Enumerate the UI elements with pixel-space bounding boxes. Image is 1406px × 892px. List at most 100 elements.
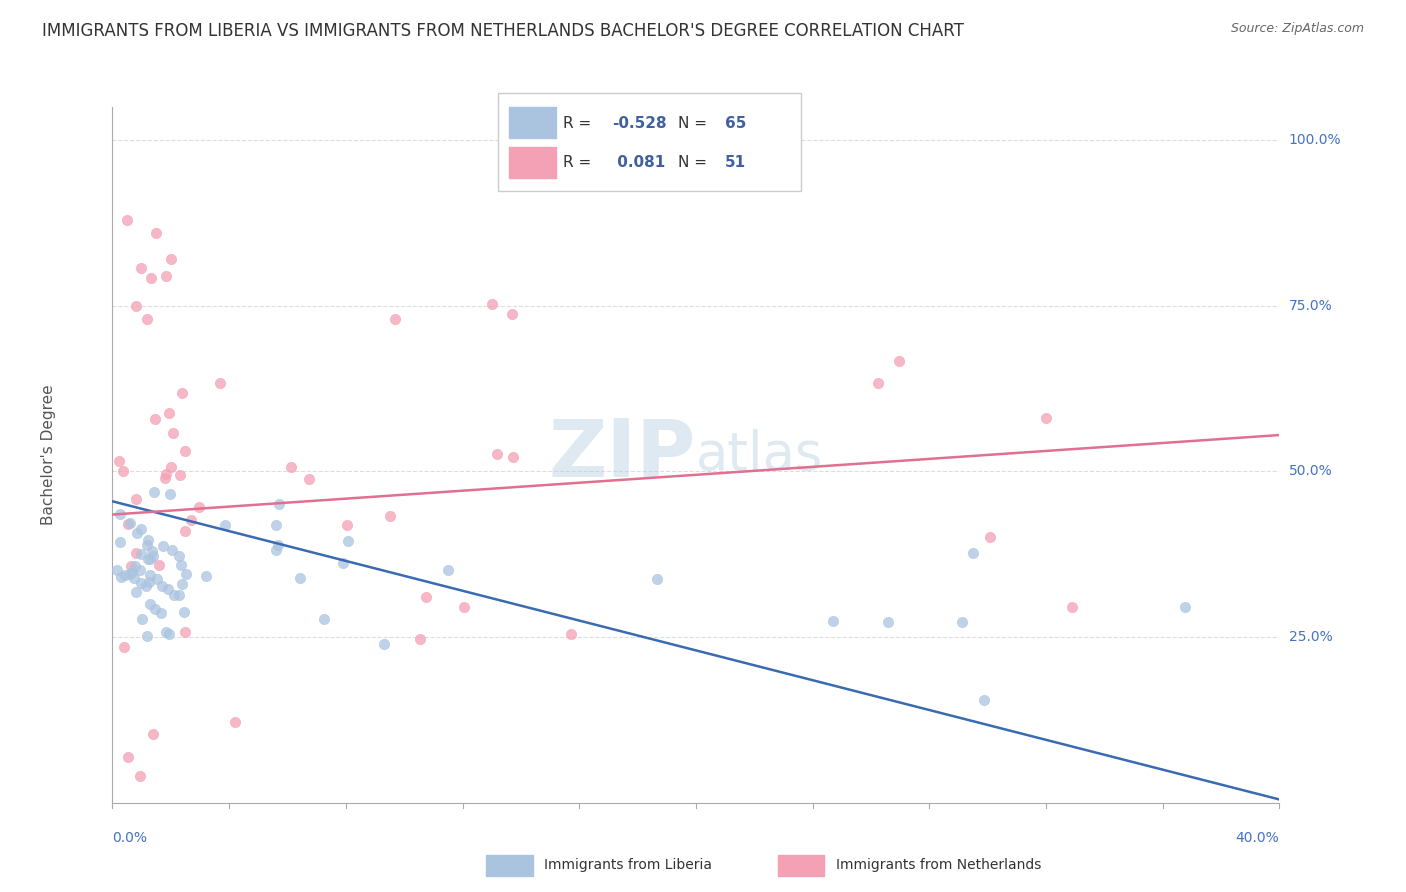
Point [415,591,437,605]
Text: atlas: atlas [696,429,824,481]
Point [108,507,131,521]
Point [139,597,162,611]
Point [145,226,167,240]
Point [150,607,173,621]
Point [110,535,132,549]
Point [280,459,302,474]
Text: 40.0%: 40.0% [1236,830,1279,845]
Point [121,565,143,579]
Point [169,558,191,572]
Text: IMMIGRANTS FROM LIBERIA VS IMMIGRANTS FROM NETHERLANDS BACHELOR'S DEGREE CORRELA: IMMIGRANTS FROM LIBERIA VS IMMIGRANTS FR… [42,22,965,40]
Point [136,551,159,566]
Text: -0.528: -0.528 [612,116,666,130]
Point [115,212,138,227]
Point [112,640,135,655]
Point [110,570,132,584]
Point [267,497,290,511]
Point [148,558,170,573]
Point [409,632,432,646]
Text: 0.0%: 0.0% [112,830,148,845]
Point [141,271,163,285]
FancyBboxPatch shape [509,146,555,178]
Point [114,568,136,582]
Point [167,549,190,564]
Point [1035,411,1057,425]
Point [160,252,183,267]
Point [314,612,336,626]
Point [128,769,150,783]
Point [173,605,195,619]
Point [866,376,889,391]
Point [950,615,973,629]
Point [136,533,159,547]
Point [155,624,177,639]
Text: Immigrants from Liberia: Immigrants from Liberia [544,858,713,872]
Point [156,582,179,597]
Point [150,579,173,593]
Point [145,602,167,616]
Point [224,714,246,729]
Point [373,637,395,651]
Point [973,693,995,707]
Point [481,296,503,310]
Point [174,524,197,538]
Point [142,549,165,564]
Point [159,487,181,501]
Point [142,727,165,741]
Point [120,516,142,531]
Point [124,585,146,599]
Point [645,573,668,587]
Point [122,571,145,585]
Text: ZIP: ZIP [548,416,696,494]
Point [502,450,524,465]
Point [143,411,166,425]
Point [157,406,180,420]
Point [136,312,159,326]
Point [155,268,177,283]
Point [267,538,290,552]
Point [131,547,153,561]
FancyBboxPatch shape [498,93,801,191]
Point [141,544,163,558]
Text: Source: ZipAtlas.com: Source: ZipAtlas.com [1230,22,1364,36]
Point [188,500,211,514]
Point [131,612,153,626]
Text: N =: N = [679,116,707,130]
Text: N =: N = [679,155,707,170]
Point [378,509,401,524]
Point [135,579,157,593]
Point [127,526,149,541]
Point [889,354,911,368]
Text: 50.0%: 50.0% [1289,465,1333,478]
Point [142,485,165,500]
Point [485,447,508,461]
Point [180,513,202,527]
Point [131,260,153,275]
FancyBboxPatch shape [509,107,555,138]
Point [129,576,152,591]
Point [112,464,135,478]
Point [138,574,160,589]
Point [129,563,152,577]
Point [336,518,359,533]
Point [139,551,162,566]
Point [877,615,900,630]
Point [162,425,184,440]
Point [117,750,139,764]
Point [298,472,321,486]
Point [170,576,193,591]
FancyBboxPatch shape [778,855,824,876]
Point [453,599,475,614]
Point [124,558,146,573]
Point [194,569,217,583]
Point [167,588,190,602]
Text: 51: 51 [725,155,747,170]
Point [979,530,1001,544]
Text: 0.081: 0.081 [612,155,665,170]
Text: 65: 65 [725,116,747,130]
Point [146,572,169,586]
Point [163,588,186,602]
Point [332,557,354,571]
Point [1174,599,1197,614]
Text: Bachelor's Degree: Bachelor's Degree [41,384,56,525]
